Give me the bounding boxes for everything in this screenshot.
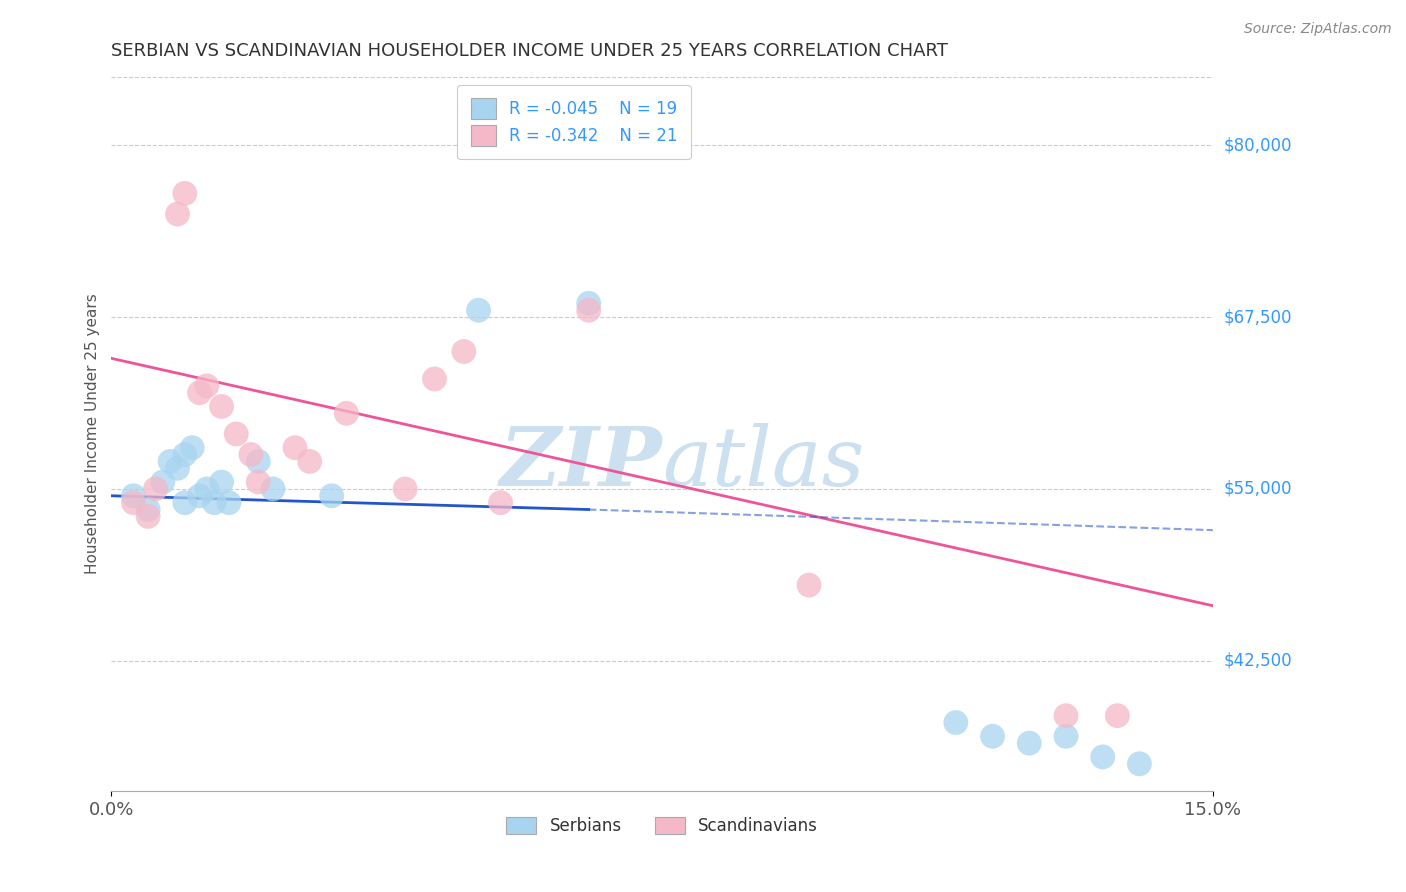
Point <box>1128 756 1150 771</box>
Point <box>321 489 343 503</box>
Text: $42,500: $42,500 <box>1225 652 1292 670</box>
Point <box>173 448 195 462</box>
Point <box>298 454 321 468</box>
Point <box>122 489 145 503</box>
Point <box>225 426 247 441</box>
Point <box>188 385 211 400</box>
Point <box>202 496 225 510</box>
Point <box>136 509 159 524</box>
Point <box>145 482 167 496</box>
Point <box>262 482 284 496</box>
Point <box>211 400 233 414</box>
Point <box>394 482 416 496</box>
Point <box>211 475 233 489</box>
Point <box>159 454 181 468</box>
Legend: Serbians, Scandinavians: Serbians, Scandinavians <box>498 809 827 844</box>
Point <box>284 441 307 455</box>
Point <box>423 372 446 386</box>
Point <box>239 448 262 462</box>
Text: ZIP: ZIP <box>499 423 662 502</box>
Point <box>136 502 159 516</box>
Point <box>247 475 270 489</box>
Point <box>335 406 357 420</box>
Text: atlas: atlas <box>662 423 865 502</box>
Point <box>195 379 218 393</box>
Point <box>247 454 270 468</box>
Point <box>1054 729 1077 743</box>
Point <box>1054 708 1077 723</box>
Point <box>166 207 188 221</box>
Point <box>188 489 211 503</box>
Point <box>1091 750 1114 764</box>
Point <box>195 482 218 496</box>
Point <box>173 186 195 201</box>
Point <box>166 461 188 475</box>
Text: $80,000: $80,000 <box>1225 136 1292 154</box>
Point <box>467 303 489 318</box>
Point <box>489 496 512 510</box>
Y-axis label: Householder Income Under 25 years: Householder Income Under 25 years <box>86 293 100 574</box>
Point <box>1018 736 1040 750</box>
Point <box>797 578 820 592</box>
Point <box>578 303 600 318</box>
Point <box>945 715 967 730</box>
Text: $67,500: $67,500 <box>1225 308 1292 326</box>
Point <box>1107 708 1129 723</box>
Point <box>152 475 174 489</box>
Point <box>122 496 145 510</box>
Point <box>453 344 475 359</box>
Point <box>981 729 1004 743</box>
Text: $55,000: $55,000 <box>1225 480 1292 498</box>
Point <box>181 441 204 455</box>
Point <box>578 296 600 310</box>
Point <box>218 496 240 510</box>
Point <box>173 496 195 510</box>
Text: Source: ZipAtlas.com: Source: ZipAtlas.com <box>1244 22 1392 37</box>
Text: SERBIAN VS SCANDINAVIAN HOUSEHOLDER INCOME UNDER 25 YEARS CORRELATION CHART: SERBIAN VS SCANDINAVIAN HOUSEHOLDER INCO… <box>111 42 948 60</box>
